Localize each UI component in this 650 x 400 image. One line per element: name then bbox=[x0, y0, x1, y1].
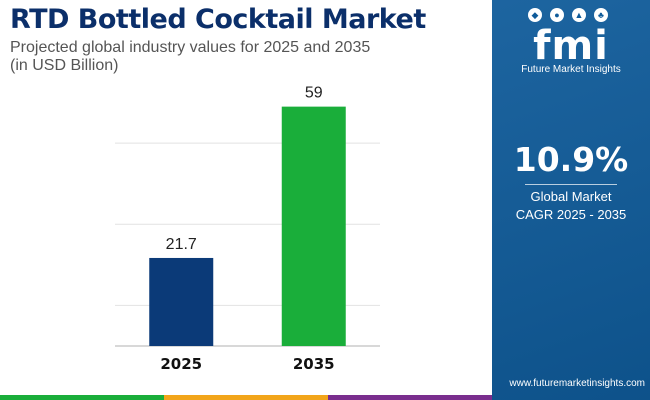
fmi-logo: ◆ ● ▲ ♣ fmi Future Market Insights bbox=[492, 8, 650, 78]
logo-subtitle: Future Market Insights bbox=[521, 64, 621, 75]
bars bbox=[149, 106, 346, 346]
website-link[interactable]: www.futuremarketinsights.com bbox=[509, 378, 645, 389]
cocktail-glass-icon: ◆ bbox=[528, 8, 542, 22]
category-label-2035: 2035 bbox=[293, 355, 335, 373]
subtitle-line-2: (in USD Billion) bbox=[10, 57, 119, 74]
bar-2035 bbox=[281, 106, 346, 346]
chart-title: RTD Bottled Cocktail Market bbox=[10, 4, 426, 35]
bar-2025 bbox=[149, 257, 214, 346]
strip-segment-green bbox=[0, 395, 164, 400]
cagr-label: Global Market CAGR 2025 - 2035 bbox=[492, 188, 650, 224]
subtitle-line-1: Projected global industry values for 202… bbox=[10, 39, 371, 56]
strip-segment-purple bbox=[328, 395, 492, 400]
bar-chart: 21.7 2025 59 2035 bbox=[115, 85, 380, 373]
bottle-icon: ▲ bbox=[572, 8, 586, 22]
labels: 21.7 2025 59 2035 bbox=[160, 85, 334, 373]
side-panel: ◆ ● ▲ ♣ fmi Future Market Insights 10.9%… bbox=[492, 0, 650, 400]
leaf-icon: ♣ bbox=[594, 8, 608, 22]
orange-slice-icon: ● bbox=[550, 8, 564, 22]
category-label-2025: 2025 bbox=[160, 355, 202, 373]
cagr-label-line-1: Global Market bbox=[530, 189, 612, 204]
value-label-2035: 59 bbox=[305, 85, 323, 102]
cagr-divider bbox=[525, 184, 617, 185]
bottom-color-strip bbox=[0, 395, 492, 400]
logo-text: fmi bbox=[533, 23, 609, 69]
cagr-label-line-2: CAGR 2025 - 2035 bbox=[515, 207, 627, 222]
cagr-value: 10.9% bbox=[513, 140, 629, 179]
chart-subtitle: Projected global industry values for 202… bbox=[10, 39, 370, 75]
strip-segment-orange bbox=[164, 395, 328, 400]
value-label-2025: 21.7 bbox=[166, 236, 197, 253]
